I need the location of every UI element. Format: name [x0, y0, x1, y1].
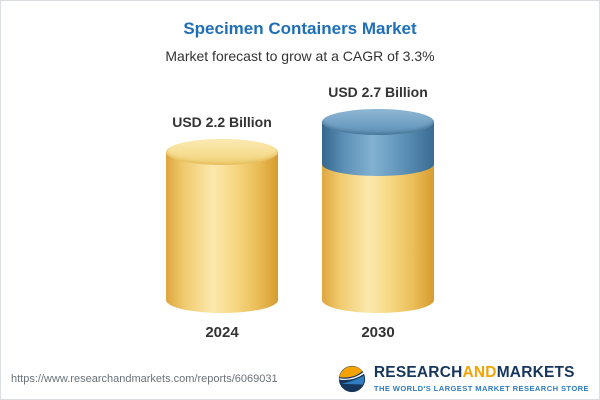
cylinder-bar-chart: USD 2.2 Billion 2024 USD 2.7 Billion 203… — [1, 79, 599, 341]
cylinder-body-2024 — [166, 152, 278, 313]
category-label-2030: 2030 — [361, 324, 395, 341]
chart-title: Specimen Containers Market — [183, 19, 417, 38]
cylinder-bar-2030 — [322, 109, 434, 313]
value-label-2030: USD 2.7 Billion — [328, 84, 428, 100]
logo-wordmark: RESEARCHANDMARKETS — [374, 365, 575, 381]
cylinder-body-2030 — [322, 164, 434, 313]
chart-subtitle: Market forecast to grow at a CAGR of 3.3… — [165, 48, 435, 64]
cylinder-bar-2024 — [166, 139, 278, 313]
cylinder-top-2024 — [166, 139, 278, 165]
cylinder-top-2030 — [322, 109, 434, 135]
category-label-2024: 2024 — [205, 324, 239, 341]
logo-word-and: AND — [462, 364, 497, 382]
report-url[interactable]: https://www.researchandmarkets.com/repor… — [11, 373, 278, 385]
bar-group-2030: USD 2.7 Billion 2030 — [322, 84, 434, 341]
research-and-markets-logo-icon — [338, 365, 366, 393]
logo-text-block: RESEARCHANDMARKETS THE WORLD'S LARGEST M… — [373, 365, 589, 393]
logo-word-markets: MARKETS — [496, 364, 575, 382]
value-label-2024: USD 2.2 Billion — [172, 114, 272, 130]
research-and-markets-logo[interactable]: RESEARCHANDMARKETS THE WORLD'S LARGEST M… — [337, 364, 589, 394]
logo-word-research: RESEARCH — [373, 364, 463, 382]
footer: https://www.researchandmarkets.com/repor… — [11, 364, 589, 394]
bar-group-2024: USD 2.2 Billion 2024 — [166, 114, 278, 341]
logo-tagline: THE WORLD'S LARGEST MARKET RESEARCH STOR… — [373, 383, 589, 393]
